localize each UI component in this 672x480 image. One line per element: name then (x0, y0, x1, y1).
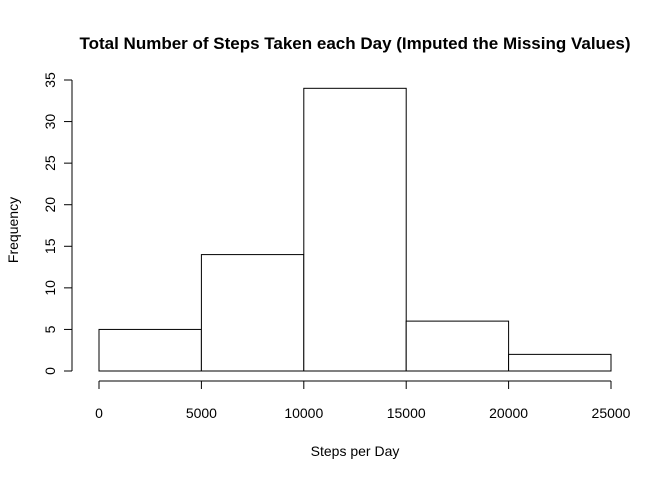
x-axis: 0 5000 10000 15000 20000 25000 (95, 380, 631, 421)
histogram-bar-1 (200, 254, 305, 372)
x-tick-label: 5000 (186, 405, 217, 421)
y-tick-label: 25 (42, 155, 58, 171)
y-tick-label: 5 (42, 325, 58, 333)
histogram-bar-3 (405, 320, 510, 372)
x-tick-label: 20000 (489, 405, 528, 421)
y-axis-label: Frequency (5, 197, 21, 263)
chart-title: Total Number of Steps Taken each Day (Im… (79, 34, 630, 53)
x-tick-label: 10000 (284, 405, 323, 421)
x-axis-label: Steps per Day (311, 443, 400, 459)
y-tick-label: 20 (42, 197, 58, 213)
y-tick-label: 30 (42, 114, 58, 130)
y-tick-label: 0 (42, 367, 58, 375)
y-tick-label: 10 (42, 280, 58, 296)
x-tick-label: 0 (95, 405, 103, 421)
histogram-bar-4 (508, 353, 612, 372)
histogram-bar-2 (303, 87, 407, 372)
bars-group (98, 87, 612, 372)
y-axis: 0 5 10 15 20 25 30 35 (42, 72, 73, 375)
y-tick-label: 35 (42, 72, 58, 88)
y-tick-label: 15 (42, 238, 58, 254)
x-tick-label: 25000 (592, 405, 631, 421)
x-tick-label: 15000 (387, 405, 426, 421)
histogram-bar-0 (98, 328, 202, 372)
